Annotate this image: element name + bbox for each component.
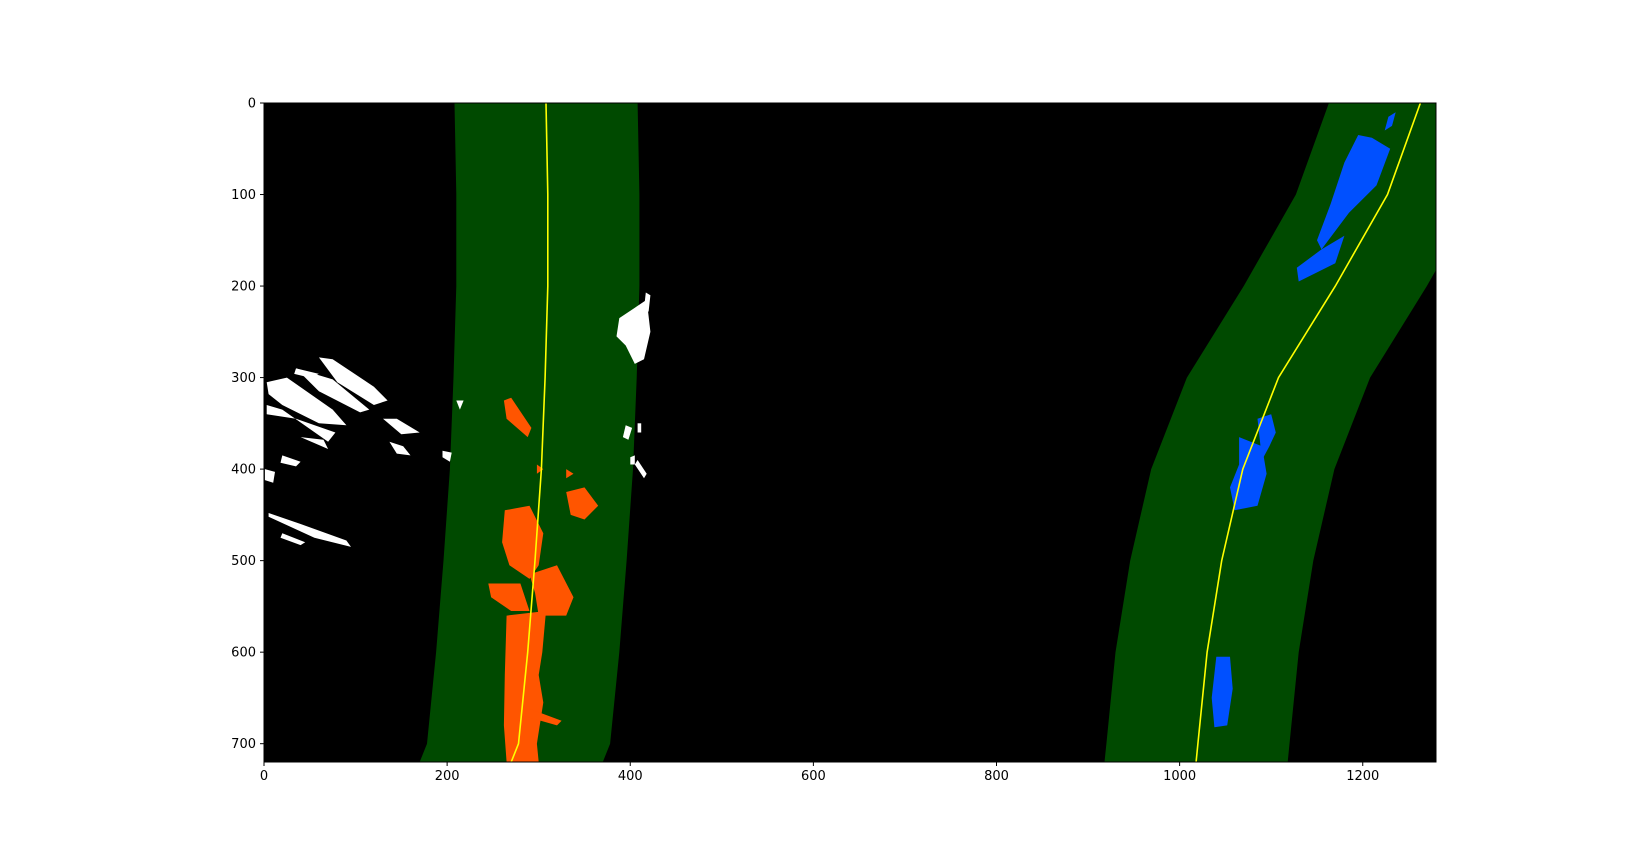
lane-pixel-region-0-6: [503, 397, 532, 438]
lane-pixel-region-0-4: [502, 505, 544, 579]
y-tick-label: 100: [231, 188, 256, 203]
lane-pixel-region-2-5: [294, 368, 319, 378]
lane-pixel-region-0-5: [566, 487, 599, 520]
lane-pixel-region-1-2: [1384, 112, 1396, 131]
lane-pixel-region-0-1: [504, 611, 546, 675]
x-axis: 0 200 400 600 800 1000 1200: [260, 762, 1379, 784]
lane-pixel-region-2-11: [280, 533, 306, 546]
lane-pixel-region-2-8: [264, 469, 275, 483]
lane-pixel-region-1-5: [1211, 656, 1233, 728]
lane-pixel-region-2-16: [622, 425, 633, 440]
x-tick-label: 200: [435, 769, 460, 784]
lane-pixel-region-0-7: [536, 464, 544, 474]
y-tick-label: 200: [231, 280, 256, 295]
lane-pixel-region-1-4: [1230, 437, 1267, 511]
lane-pixel-region-0-9: [525, 707, 562, 726]
left-search-window: [419, 103, 640, 762]
lane-pixel-region-2-19: [634, 460, 647, 479]
lane-pixel-region-2-14: [616, 299, 651, 364]
lane-pixel-region-2-9: [280, 455, 301, 467]
lane-pixel-region-2-0: [266, 377, 347, 426]
y-tick-label: 600: [231, 646, 256, 661]
lane-pixel-region-2-13: [456, 400, 464, 410]
y-tick-label: 300: [231, 371, 256, 386]
lane-pixel-region-2-6: [383, 418, 420, 435]
y-tick-label: 0: [248, 97, 256, 112]
y-tick-label: 400: [231, 463, 256, 478]
x-tick-label: 600: [801, 769, 826, 784]
lane-pixel-region-0-3: [529, 565, 574, 616]
x-tick-label: 1200: [1346, 769, 1379, 784]
fitted-lane-line-3: [510, 103, 549, 762]
y-axis: 0 100 200 300 400 500 600 700: [231, 97, 264, 752]
x-tick-label: 400: [618, 769, 643, 784]
lane-pixel-region-2-1: [266, 405, 336, 442]
lane-pixel-region-0-8: [566, 469, 574, 479]
lane-pixel-region-1-1: [1296, 235, 1345, 282]
lane-pixel-region-1-0: [1317, 135, 1391, 250]
y-tick-label: 700: [231, 737, 256, 752]
x-tick-label: 1000: [1163, 769, 1196, 784]
plot-frame: [263, 102, 1437, 763]
x-tick-label: 0: [260, 769, 268, 784]
lane-pixel-region-0-0: [503, 675, 544, 762]
plot-content: [264, 103, 1436, 762]
y-tick-label: 500: [231, 554, 256, 569]
lane-pixel-region-2-2: [300, 437, 329, 449]
lane-pixel-region-0-2: [488, 583, 530, 611]
lane-pixel-region-2-18: [630, 455, 635, 465]
lane-pixel-region-2-3: [318, 357, 388, 405]
lane-pixel-region-2-12: [442, 450, 452, 462]
lane-pixel-region-2-17: [637, 423, 642, 433]
lane-pixel-region-2-15: [644, 292, 651, 312]
lane-pixel-region-2-10: [268, 513, 351, 547]
fitted-lane-line-4: [1195, 103, 1422, 762]
lane-pixel-region-2-4: [296, 368, 370, 413]
lane-pixel-region-2-7: [389, 441, 411, 456]
x-tick-label: 800: [984, 769, 1009, 784]
